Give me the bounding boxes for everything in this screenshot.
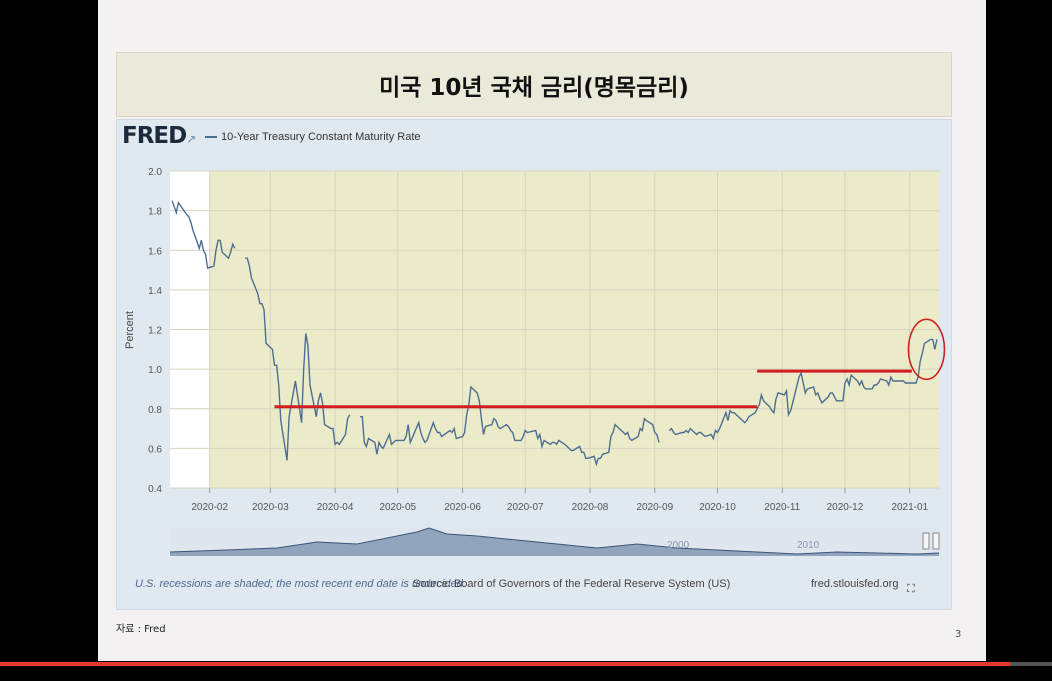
y-tick-label: 1.4 [148, 286, 162, 297]
navigator-overview-area [170, 528, 939, 556]
source-label: 자료 : Fred [116, 624, 166, 635]
x-tick-label: 2020-12 [827, 502, 864, 513]
slide: 미국 10년 국채 금리(명목금리) 0.4 0.6 0.8 1.0 1.2 1.4 1.6… [98, 0, 986, 661]
x-tick-label: 2020-03 [252, 502, 289, 513]
range-navigator[interactable]: 2000 2010 [169, 527, 940, 556]
bottom-strip [0, 666, 1052, 681]
fred-logo-graph-icon: ↗ [186, 132, 196, 146]
x-tick-label: 2020-06 [444, 502, 481, 513]
x-tick-label: 2021-01 [891, 502, 928, 513]
recession-note-link[interactable]: U.S. recessions are shaded; the most rec… [135, 578, 466, 590]
title-bar: 미국 10년 국채 금리(명목금리) [116, 52, 952, 117]
slide-title: 미국 10년 국채 금리(명목금리) [379, 74, 689, 101]
y-tick-label: 0.8 [148, 405, 162, 416]
legend-label: 10-Year Treasury Constant Maturity Rate [221, 131, 421, 143]
x-tick-labels: 2020-02 2020-03 2020-04 2020-05 2020-06 2020-… [191, 488, 929, 513]
grid-lines [170, 170, 939, 489]
y-axis-label: Percent [124, 311, 136, 349]
navigator-handle-right[interactable] [932, 532, 940, 550]
y-tick-label: 0.4 [148, 484, 162, 495]
x-tick-label: 2020-02 [191, 502, 228, 513]
navigator-label-2010: 2010 [797, 540, 820, 551]
x-tick-label: 2020-10 [699, 502, 736, 513]
fred-url-link[interactable]: fred.stlouisfed.org [811, 578, 899, 590]
x-tick-label: 2020-09 [636, 502, 673, 513]
x-tick-label: 2020-08 [572, 502, 609, 513]
y-tick-label: 0.6 [148, 444, 162, 455]
y-tick-label: 1.0 [148, 365, 162, 376]
x-tick-label: 2020-11 [764, 502, 800, 513]
fred-logo[interactable]: FRED↗ [122, 123, 196, 149]
navigator-label-2000: 2000 [667, 540, 690, 551]
fullscreen-icon[interactable]: ⛶ [907, 582, 915, 595]
series-line [171, 200, 938, 467]
legend-swatch [205, 136, 217, 138]
legend: 10-Year Treasury Constant Maturity Rate [205, 131, 421, 143]
y-tick-label: 1.6 [148, 246, 162, 257]
video-progress-fill [0, 662, 1010, 666]
chart-canvas: 0.40.60.81.01.21.41.61.82.0 2020-02 2020-… [124, 167, 946, 556]
annotation-ellipse [907, 318, 946, 381]
series-group [171, 200, 938, 467]
video-progress-bar[interactable] [0, 662, 1052, 666]
y-tick-labels: 0.4 0.6 0.8 1.0 1.2 1.4 1.6 1.8 2.0 [148, 167, 162, 495]
y-tick-label: 1.8 [148, 207, 162, 218]
page-number: 3 [955, 629, 962, 640]
fred-chart-panel: 0.4 0.6 0.8 1.0 1.2 1.4 1.6 1.8 2.0 2020-02 2020-… [116, 119, 952, 610]
x-tick-label: 2020-05 [379, 502, 416, 513]
y-tick-label: 1.2 [148, 326, 162, 337]
navigator-handle-left[interactable] [922, 532, 930, 550]
annotations [274, 318, 946, 409]
y-tick-label: 2.0 [148, 167, 162, 178]
x-tick-label: 2020-04 [317, 502, 354, 513]
source-note: Source: Board of Governors of the Federa… [413, 578, 731, 590]
x-tick-label: 2020-07 [507, 502, 544, 513]
